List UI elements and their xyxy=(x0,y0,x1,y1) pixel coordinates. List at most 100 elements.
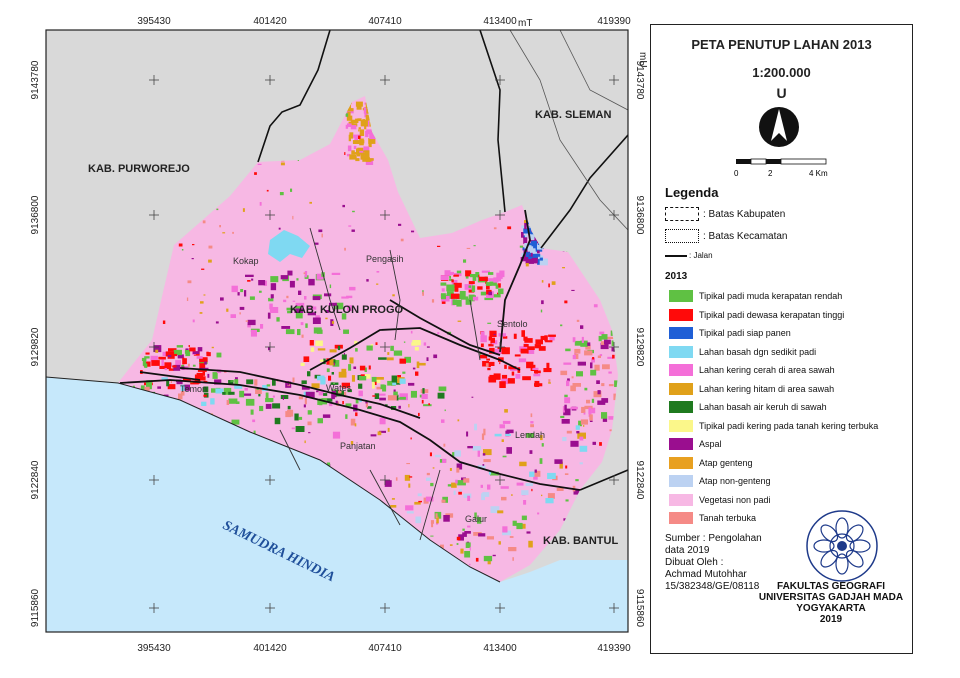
land-cover-patch xyxy=(341,368,347,375)
land-cover-patch xyxy=(494,349,502,354)
land-cover-patch xyxy=(487,484,491,490)
land-cover-patch xyxy=(310,347,315,352)
land-cover-patch xyxy=(192,351,200,354)
land-cover-speck xyxy=(301,334,304,338)
logo-petal xyxy=(820,524,839,543)
land-cover-speck xyxy=(309,201,312,204)
land-cover-patch xyxy=(247,319,256,326)
land-cover-patch xyxy=(312,296,321,301)
land-cover-patch xyxy=(223,387,232,395)
land-cover-patch xyxy=(454,450,461,457)
land-cover-speck xyxy=(530,424,534,428)
land-cover-patch xyxy=(482,492,490,497)
land-cover-patch xyxy=(319,359,324,362)
land-cover-patch xyxy=(175,360,181,367)
land-cover-speck xyxy=(426,346,430,348)
land-cover-patch xyxy=(140,385,145,391)
land-cover-speck xyxy=(392,294,395,297)
land-cover-patch xyxy=(506,447,512,454)
land-cover-patch xyxy=(499,270,505,278)
land-cover-speck xyxy=(524,220,528,223)
land-cover-patch xyxy=(513,333,517,339)
land-cover-speck xyxy=(541,280,544,283)
land-cover-patch xyxy=(368,365,371,370)
land-cover-patch xyxy=(303,404,306,408)
land-cover-patch xyxy=(172,353,178,357)
land-cover-speck xyxy=(429,452,432,457)
land-cover-patch xyxy=(606,336,615,339)
land-cover-speck xyxy=(499,362,501,365)
land-cover-patch xyxy=(468,281,475,285)
land-cover-patch xyxy=(604,339,611,345)
land-cover-speck xyxy=(157,386,161,389)
land-cover-speck xyxy=(593,304,598,308)
place-lendah: Lendah xyxy=(515,430,545,440)
land-cover-patch xyxy=(358,127,361,130)
land-cover-patch xyxy=(480,484,483,488)
source-line: Achmad Mutohhar xyxy=(665,569,747,580)
land-cover-patch xyxy=(354,137,358,142)
land-cover-patch xyxy=(324,293,332,297)
land-cover-patch xyxy=(211,388,220,393)
land-cover-speck xyxy=(376,271,380,273)
land-cover-speck xyxy=(316,390,319,393)
land-cover-speck xyxy=(511,494,513,496)
land-cover-patch xyxy=(477,465,486,470)
land-cover-patch xyxy=(203,386,209,393)
land-cover-speck xyxy=(286,295,289,299)
land-cover-speck xyxy=(485,363,489,367)
legend-swatch xyxy=(669,327,693,339)
land-cover-patch xyxy=(350,125,357,130)
land-cover-speck xyxy=(240,289,244,293)
land-cover-patch xyxy=(286,307,294,311)
land-cover-patch xyxy=(272,403,281,409)
land-cover-patch xyxy=(244,290,247,297)
land-cover-patch xyxy=(272,379,276,386)
legend-class-item: Tanah terbuka xyxy=(669,511,756,525)
land-cover-patch xyxy=(468,289,475,293)
land-cover-speck xyxy=(187,280,192,284)
land-cover-speck xyxy=(269,297,271,299)
land-cover-patch xyxy=(183,378,191,381)
land-cover-speck xyxy=(331,321,335,324)
land-cover-speck xyxy=(612,354,615,359)
land-cover-patch xyxy=(196,356,203,359)
land-cover-speck xyxy=(333,362,335,366)
x-tick-label: 395430 xyxy=(137,643,171,654)
place-sentolo: Sentolo xyxy=(497,319,528,329)
land-cover-patch xyxy=(548,334,556,337)
legend-swatch xyxy=(669,290,693,302)
land-cover-speck xyxy=(609,429,612,432)
land-cover-patch xyxy=(228,380,234,385)
land-cover-speck xyxy=(216,208,219,211)
y-tick-label: 9143780 xyxy=(634,61,645,100)
land-cover-patch xyxy=(375,377,384,380)
land-cover-patch xyxy=(250,329,257,337)
land-cover-patch xyxy=(591,358,595,363)
land-cover-patch xyxy=(295,302,305,307)
coastline xyxy=(46,376,501,583)
land-cover-patch xyxy=(404,356,411,363)
land-cover-speck xyxy=(201,268,205,270)
legend-batas-kecamatan-label: : Batas Kecamatan xyxy=(703,230,788,242)
land-cover-patch xyxy=(523,500,527,505)
land-cover-patch xyxy=(490,337,495,343)
land-cover-patch xyxy=(575,479,579,482)
land-cover-patch xyxy=(329,359,335,366)
land-cover-patch xyxy=(168,348,177,352)
land-cover-speck xyxy=(551,281,556,285)
faculty-line: FAKULTAS GEOGRAFI xyxy=(777,581,885,592)
land-cover-patch xyxy=(390,345,394,351)
land-cover-patch xyxy=(357,118,362,122)
land-cover-patch xyxy=(411,342,418,346)
land-cover-patch xyxy=(475,272,480,275)
land-cover-patch xyxy=(374,381,377,385)
land-cover-patch xyxy=(477,286,483,290)
land-cover-patch xyxy=(341,313,347,320)
land-cover-patch xyxy=(363,374,371,379)
land-cover-patch xyxy=(455,479,458,484)
land-cover-patch xyxy=(250,409,254,415)
land-cover-patch xyxy=(565,348,571,352)
land-cover-patch xyxy=(159,365,166,369)
x-tick-label: 407410 xyxy=(368,643,402,654)
